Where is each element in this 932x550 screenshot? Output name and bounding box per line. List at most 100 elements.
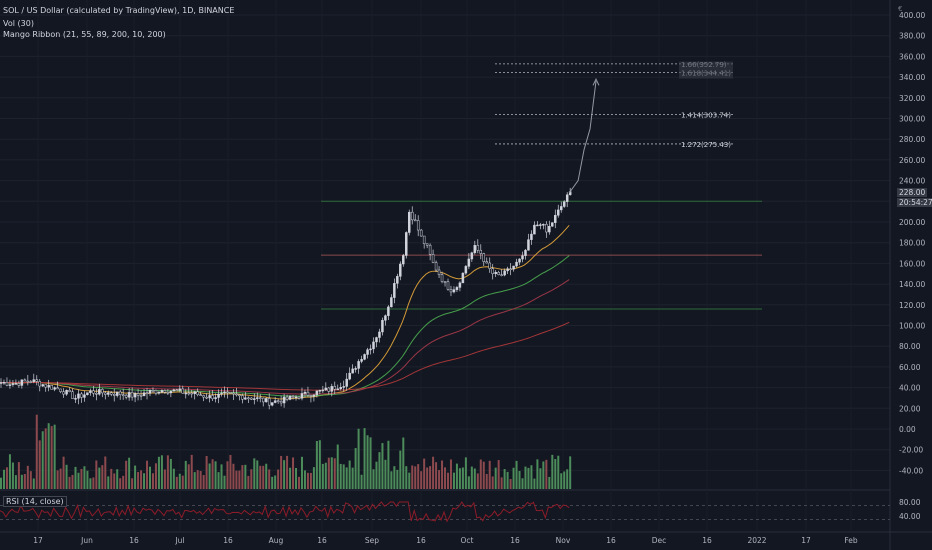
candle-body: [381, 319, 384, 333]
candle-body: [315, 390, 319, 396]
volume-bar: [190, 454, 193, 489]
horizontal-levels: [321, 200, 762, 310]
candle-body: [184, 392, 188, 395]
x-tick-label: Jun: [80, 536, 93, 545]
volume-bar: [83, 466, 86, 489]
volume-legend[interactable]: Vol (30): [3, 19, 34, 28]
candle-body: [357, 361, 360, 369]
volume-bar: [333, 458, 336, 489]
volume-bar: [309, 472, 312, 489]
candle-body: [557, 209, 560, 216]
fib-label-box: [679, 61, 733, 79]
volume-bar: [521, 478, 524, 489]
candle-body: [312, 394, 316, 397]
candle-body: [360, 359, 363, 362]
volume-bar: [217, 472, 220, 489]
y-tick-label: 0.00: [899, 425, 916, 434]
candle-body: [527, 239, 530, 251]
candle-body: [26, 380, 30, 383]
volume-bar: [256, 460, 259, 489]
candle-body: [512, 265, 515, 270]
candle-body: [494, 272, 497, 275]
volume-bar: [65, 464, 68, 489]
x-tick-label: 16: [702, 536, 712, 545]
volume-bar: [86, 470, 89, 489]
candle-body: [539, 224, 542, 226]
volume-bar: [560, 473, 563, 489]
candle-body: [77, 393, 80, 399]
volume-bar: [8, 454, 11, 489]
volume-bar: [140, 470, 143, 489]
volume-bar: [146, 460, 149, 489]
candle-body: [518, 258, 521, 263]
volume-bar: [476, 473, 479, 489]
countdown-tag: 20:54:27: [897, 198, 932, 207]
candle-body: [497, 272, 500, 275]
volume-bar: [143, 473, 146, 489]
candle-body: [351, 368, 354, 374]
volume-bar: [107, 476, 110, 489]
candle-body: [95, 393, 98, 395]
volume-bar: [390, 471, 393, 489]
x-tick-label: Oct: [461, 536, 474, 545]
candle-body: [151, 389, 155, 392]
candle-body: [324, 387, 328, 391]
volume-bar: [342, 464, 345, 489]
volume-bar: [354, 448, 357, 489]
candle-body: [172, 389, 176, 392]
candle-body: [62, 391, 65, 395]
volume-bar: [89, 478, 92, 489]
volume-bar: [336, 444, 339, 489]
volume-bar: [470, 466, 473, 489]
candle-body: [71, 391, 74, 399]
candle-body: [232, 392, 235, 395]
volume-bar: [41, 431, 44, 489]
volume-bar: [435, 462, 438, 489]
volume-bar: [5, 467, 8, 489]
ribbon-legend[interactable]: Mango Ribbon (21, 55, 89, 200, 10, 200): [3, 30, 166, 39]
rsi-legend[interactable]: RSI (14, close): [3, 496, 67, 507]
volume-bar: [253, 458, 256, 489]
candle-body: [333, 386, 337, 390]
y-tick-label: 20.00: [899, 404, 921, 413]
candle-body: [238, 394, 241, 397]
candle-body: [196, 391, 199, 395]
candle-body: [193, 391, 196, 395]
volume-bar: [527, 467, 530, 489]
candle-body: [279, 400, 283, 404]
volume-bar: [181, 475, 184, 489]
x-tick-label: 16: [317, 536, 327, 545]
volume-bar: [372, 469, 375, 489]
volume-bar: [271, 476, 274, 489]
candle-body: [464, 266, 468, 274]
volume-bar: [11, 462, 14, 489]
candle-body: [396, 276, 399, 284]
candle-body: [32, 379, 36, 382]
volume-bar: [488, 460, 491, 489]
candle-body: [542, 223, 545, 226]
volume-bar: [467, 476, 470, 489]
candle-body: [545, 223, 548, 233]
candle-body: [491, 268, 494, 275]
candle-body: [339, 387, 342, 390]
candle-body: [288, 395, 292, 400]
volume-bars: [0, 414, 572, 489]
volume-bar: [184, 460, 187, 489]
volume-bar: [17, 462, 20, 489]
candle-body: [205, 396, 208, 399]
ema-89-line: [0, 279, 570, 395]
volume-bar: [32, 478, 35, 489]
x-tick-label: 17: [33, 536, 43, 545]
volume-bar: [536, 459, 539, 489]
volume-bar: [223, 475, 226, 489]
volume-bar: [369, 437, 372, 489]
volume-bar: [455, 463, 458, 489]
candle-body: [366, 349, 369, 355]
volume-bar: [339, 463, 342, 489]
volume-bar: [491, 476, 494, 489]
candle-body: [178, 388, 182, 391]
candle-body: [35, 379, 39, 382]
y-tick-label: 260.00: [899, 156, 925, 165]
volume-bar: [169, 458, 172, 489]
